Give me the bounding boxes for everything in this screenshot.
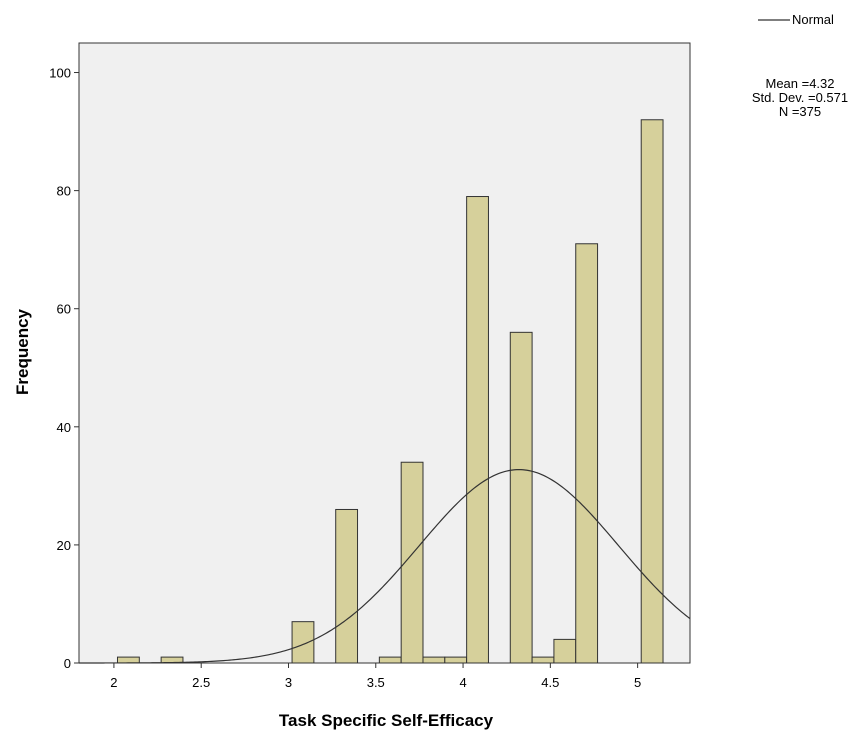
y-axis-title: Frequency	[13, 308, 32, 395]
y-axis: 0 20 40 60 80 100	[49, 66, 79, 671]
normal-curve	[79, 469, 691, 664]
histogram-bar-12	[575, 243, 599, 664]
x-tick-label-3: 3.5	[367, 675, 385, 690]
bars-layer	[116, 119, 664, 664]
plot-frame	[78, 42, 691, 664]
legend-label-normal: Normal	[792, 12, 834, 27]
stats-std-dev: Std. Dev. =0.571	[752, 90, 848, 105]
stats-n: N =375	[779, 104, 821, 119]
x-tick-label-6: 5	[634, 675, 641, 690]
histogram-bar-10	[531, 656, 555, 664]
legend: Normal	[758, 12, 834, 27]
x-axis: 2 2.5 3 3.5 4 4.5 5	[110, 663, 641, 690]
histogram-bar-3	[335, 508, 359, 664]
x-tick-label-0: 2	[110, 675, 117, 690]
x-tick-label-5: 4.5	[541, 675, 559, 690]
x-tick-label-2: 3	[285, 675, 292, 690]
x-tick-label-1: 2.5	[192, 675, 210, 690]
histogram-bar-8	[466, 196, 489, 664]
histogram-bar-2	[291, 621, 315, 664]
histogram-bar-13	[640, 119, 664, 664]
y-tick-label-2: 40	[57, 420, 71, 435]
histogram-bar-9	[509, 331, 533, 664]
stats-mean: Mean =4.32	[765, 76, 834, 91]
y-tick-label-0: 0	[64, 656, 71, 671]
y-tick-label-4: 80	[57, 184, 71, 199]
y-tick-label-3: 60	[57, 302, 71, 317]
x-axis-title: Task Specific Self-Efficacy	[279, 711, 494, 730]
plot-area	[79, 43, 690, 663]
histogram-bar-4	[378, 656, 402, 664]
stats-box: Mean =4.32 Std. Dev. =0.571 N =375	[752, 76, 848, 119]
histogram-bar-11	[553, 638, 577, 664]
y-tick-label-5: 100	[49, 66, 71, 81]
y-tick-label-1: 20	[57, 538, 71, 553]
histogram-bar-6	[422, 656, 446, 664]
histogram-bar-0	[116, 656, 140, 664]
x-tick-label-4: 4	[459, 675, 466, 690]
histogram-bar-7	[444, 656, 468, 664]
